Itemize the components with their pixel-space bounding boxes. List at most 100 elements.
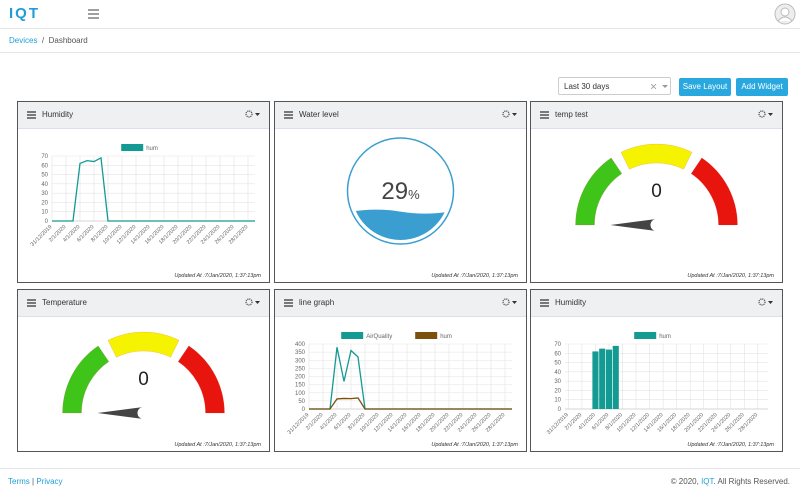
widget-header: Humidity xyxy=(531,290,782,317)
widget-body: 29% xyxy=(346,137,455,245)
breadcrumb: Devices / Dashboard xyxy=(9,36,88,45)
needle xyxy=(97,407,144,419)
widget-header: Humidity xyxy=(18,102,269,129)
y-tick-label: 60 xyxy=(41,163,48,169)
widget-body: hum01020304050607031/12/20192/1/20204/1/… xyxy=(30,144,255,248)
widget-title: Temperature xyxy=(42,298,87,307)
y-tick-label: 200 xyxy=(295,375,306,381)
legend-swatch xyxy=(121,144,144,151)
widget-header: Temperature xyxy=(18,290,269,317)
icon-lines xyxy=(540,111,549,119)
y-tick-label: 50 xyxy=(554,361,561,367)
divider xyxy=(0,468,800,469)
avatar[interactable] xyxy=(774,3,796,25)
widget-body: 0 xyxy=(62,331,225,419)
caret xyxy=(255,113,260,116)
y-tick-label: 30 xyxy=(41,191,48,197)
settings-icon[interactable] xyxy=(245,298,261,306)
menu-icon[interactable] xyxy=(88,9,100,19)
legend-label: hum xyxy=(146,146,158,152)
level-text: 29% xyxy=(381,178,420,205)
widget-title: Water level xyxy=(299,110,339,119)
drag-icon xyxy=(27,299,36,307)
icon-lines xyxy=(284,111,293,119)
privacy-link[interactable]: Privacy xyxy=(36,477,63,486)
caret xyxy=(512,301,517,304)
gauge-value: 0 xyxy=(138,369,149,390)
logo[interactable]: IQT xyxy=(9,5,40,22)
rights-text: . All Rights Reserved. xyxy=(713,477,790,486)
footer-links: Terms | Privacy xyxy=(8,477,63,486)
copyright: © 2020, IQT. All Rights Reserved. xyxy=(671,477,790,486)
bar xyxy=(592,351,599,409)
updated-at: Updated At :7/Jan/2020, 1:37:13pm xyxy=(687,442,774,448)
drag-icon xyxy=(540,111,549,119)
gear xyxy=(245,298,253,306)
legend-label: hum xyxy=(659,334,671,340)
widget: Temperature 0 Updated At :7/Jan/2020, 1:37… xyxy=(17,289,270,452)
gauge-band xyxy=(620,143,693,170)
y-tick-label: 100 xyxy=(295,391,306,397)
legend-swatch xyxy=(634,332,657,339)
needle xyxy=(610,219,657,231)
terms-link[interactable]: Terms xyxy=(8,477,30,486)
legend-label: AirQuality xyxy=(366,334,392,340)
y-tick-label: 0 xyxy=(558,407,562,413)
crumb-current: Dashboard xyxy=(48,36,88,45)
icon-lines xyxy=(284,299,293,307)
level-unit: % xyxy=(408,187,420,202)
widget-title: temp test xyxy=(555,110,588,119)
line xyxy=(309,397,512,410)
widget-header: line graph xyxy=(275,290,526,317)
gauge-band xyxy=(107,331,180,358)
add-widget-button[interactable]: Add Widget xyxy=(736,78,788,96)
updated-at: Updated At :7/Jan/2020, 1:37:13pm xyxy=(174,442,261,448)
gear xyxy=(502,298,510,306)
level-value: 29 xyxy=(381,178,408,205)
drag-icon xyxy=(284,299,293,307)
gauge-band xyxy=(575,157,623,226)
updated-at: Updated At :7/Jan/2020, 1:37:13pm xyxy=(431,273,518,279)
select-icons xyxy=(651,84,668,90)
y-tick-label: 0 xyxy=(45,219,49,225)
range-select[interactable]: Last 30 days xyxy=(558,77,671,95)
y-tick-label: 20 xyxy=(554,388,561,394)
range-text: Last 30 days xyxy=(564,82,610,91)
icon-lines xyxy=(540,299,549,307)
y-tick-label: 10 xyxy=(554,398,561,404)
icon-lines xyxy=(27,111,36,119)
y-tick-label: 20 xyxy=(41,200,48,206)
separator: | xyxy=(32,477,35,486)
y-tick-label: 40 xyxy=(554,370,561,376)
brand-link[interactable]: IQT xyxy=(701,477,714,486)
y-tick-label: 60 xyxy=(554,351,561,357)
y-tick-label: 350 xyxy=(295,350,306,356)
copyright-text: © 2020, xyxy=(670,477,699,486)
divider xyxy=(0,52,800,53)
settings-icon[interactable] xyxy=(758,298,774,306)
save-layout-button[interactable]: Save Layout xyxy=(679,78,731,96)
y-tick-label: 150 xyxy=(295,383,306,389)
settings-icon[interactable] xyxy=(245,110,261,118)
legend-label: hum xyxy=(440,334,452,340)
legend-swatch xyxy=(341,332,364,339)
liquid xyxy=(351,209,450,240)
gauge-band xyxy=(62,345,110,414)
widget: temp test 0 Updated At :7/Jan/2020, 1:37:1… xyxy=(530,101,783,283)
settings-icon[interactable] xyxy=(502,298,518,306)
crumb-link[interactable]: Devices xyxy=(9,36,38,45)
caret xyxy=(512,113,517,116)
widget: Water level 29% Updated At :7/Jan/2020, 1:… xyxy=(274,101,527,283)
widget-body: AirQuality hum 0 50 100 150 200 250 300 350 400 31/… xyxy=(287,332,512,436)
settings-icon[interactable] xyxy=(502,110,518,118)
widget: Humidity hum 0 10 20 30 40 50 60 70 31/12/2019 2/1/… xyxy=(530,289,783,452)
caret xyxy=(768,113,773,116)
settings-icon[interactable] xyxy=(758,110,774,118)
updated-at: Updated At :7/Jan/2020, 1:37:13pm xyxy=(431,442,518,448)
gear xyxy=(502,110,510,118)
legend-swatch xyxy=(415,332,438,339)
bar xyxy=(599,348,606,409)
widget-title: Humidity xyxy=(555,298,587,307)
widget-title: line graph xyxy=(299,298,335,307)
